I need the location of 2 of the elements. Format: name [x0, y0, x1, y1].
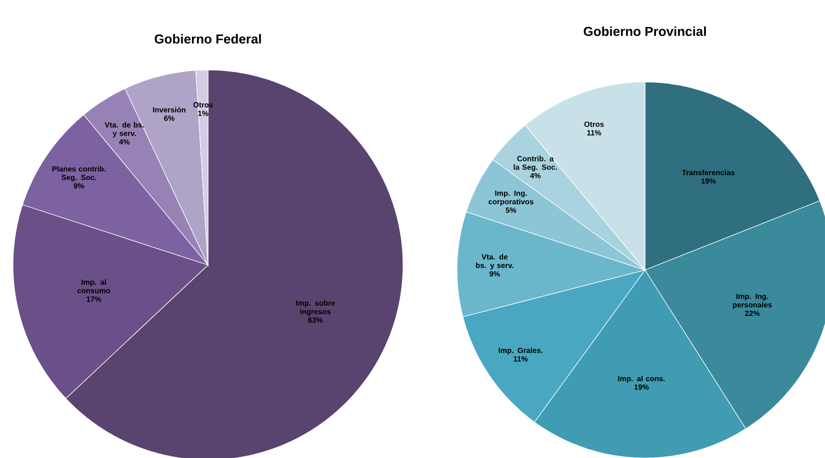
chart-title: Gobierno Provincial — [584, 26, 706, 36]
chart-title: Gobierno Federal — [154, 34, 261, 44]
